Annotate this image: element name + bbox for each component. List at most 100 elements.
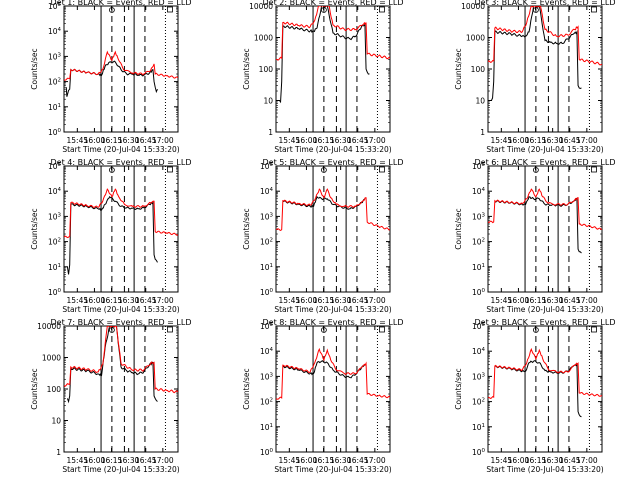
x-tick-label: 16:15: [313, 296, 335, 305]
y-tick-exponent: 2: [58, 78, 62, 84]
y-tick-exponent: 4: [270, 347, 274, 353]
y-tick-exponent: 0: [482, 448, 486, 454]
y-tick-label: 104: [472, 187, 486, 196]
panel-title: Det 5: BLACK = Events, RED = LLD: [263, 158, 404, 167]
flare-marker-circle: [108, 327, 115, 333]
panel-9: Det 9: BLACK = Events, RED = LLD10010110…: [454, 318, 615, 474]
y-tick-exponent: 5: [58, 2, 62, 8]
panel-title: Det 3: BLACK = Events, RED = LLD: [475, 0, 616, 7]
x-tick-label: 16:15: [101, 136, 123, 145]
x-tick-label: 16:00: [296, 296, 318, 305]
x-axis-label: Start Time (20-Jul-04 15:33:20): [62, 145, 179, 154]
y-tick-label: 104: [48, 27, 62, 36]
y-tick-exponent: 3: [58, 52, 62, 58]
x-axis-label: Start Time (20-Jul-04 15:33:20): [62, 465, 179, 474]
y-tick-label: 1: [480, 128, 485, 137]
y-tick-exponent: 5: [270, 322, 274, 328]
y-tick-label: 100: [47, 385, 62, 394]
x-tick-label: 17:00: [576, 136, 598, 145]
x-tick-label: 16:00: [84, 136, 106, 145]
y-tick-label: 103: [48, 212, 62, 221]
x-tick-label: 16:45: [347, 456, 369, 465]
y-tick-label: 10000: [37, 322, 61, 331]
x-tick-label: 17:00: [152, 296, 174, 305]
y-tick-label: 100: [48, 128, 62, 137]
x-tick-label: 16:00: [508, 456, 530, 465]
y-tick-label: 10: [475, 97, 485, 106]
panel-title: Det 6: BLACK = Events, RED = LLD: [475, 158, 616, 167]
y-tick-label: 101: [260, 423, 273, 432]
series-group: [64, 50, 178, 97]
plot-frame: [275, 325, 391, 453]
x-tick-label: 16:15: [101, 456, 123, 465]
panel-title: Det 1: BLACK = Events, RED = LLD: [51, 0, 192, 7]
y-tick-exponent: 4: [482, 347, 486, 353]
flare-marker-circle: [320, 327, 327, 333]
x-axis-label: Start Time (20-Jul-04 15:33:20): [486, 145, 603, 154]
y-tick-exponent: 1: [270, 423, 274, 429]
y-tick-label: 100: [259, 65, 274, 74]
x-tick-label: 16:30: [118, 456, 140, 465]
x-axis-label: Start Time (20-Jul-04 15:33:20): [486, 305, 603, 314]
y-tick-label: 100: [471, 65, 486, 74]
x-tick-label: 16:30: [330, 296, 352, 305]
x-tick-label: 17:00: [364, 456, 386, 465]
y-tick-exponent: 3: [58, 212, 62, 218]
x-tick-label: 16:00: [84, 456, 106, 465]
y-tick-exponent: 1: [58, 103, 62, 109]
y-tick-label: 102: [260, 238, 273, 247]
x-tick-label: 16:15: [313, 456, 335, 465]
saa-marker-box: [379, 326, 385, 333]
lld-series-line: [276, 6, 390, 61]
panel-title: Det 9: BLACK = Events, RED = LLD: [475, 318, 616, 327]
y-tick-exponent: 0: [270, 448, 274, 454]
y-tick-label: 100: [48, 288, 62, 297]
x-tick-label: 17:00: [364, 136, 386, 145]
y-tick-label: 1000: [42, 354, 61, 363]
y-tick-exponent: 3: [482, 372, 486, 378]
saa-marker-box: [379, 6, 385, 13]
y-tick-label: 104: [472, 347, 486, 356]
y-tick-label: 105: [48, 162, 62, 171]
lld-series-line: [276, 347, 390, 400]
y-tick-label: 103: [472, 372, 486, 381]
saa-marker-box: [591, 166, 597, 173]
flare-marker-circle: [108, 7, 115, 13]
x-tick-label: 15:45: [491, 136, 513, 145]
y-tick-label: 1: [56, 448, 61, 457]
panel-2: Det 2: BLACK = Events, RED = LLD 1 10 100 10…: [242, 0, 403, 154]
y-tick-exponent: 5: [58, 162, 62, 168]
x-axis-label: Start Time (20-Jul-04 15:33:20): [274, 145, 391, 154]
y-tick-label: 100: [260, 288, 274, 297]
plot-frame: [275, 165, 391, 293]
panel-title: Det 8: BLACK = Events, RED = LLD: [263, 318, 404, 327]
y-tick-exponent: 1: [270, 263, 274, 269]
x-axis-label: Start Time (20-Jul-04 15:33:20): [62, 305, 179, 314]
y-axis-label: Counts/sec: [30, 208, 39, 249]
lld-series-line: [488, 6, 602, 66]
y-tick-label: 105: [260, 162, 274, 171]
plot-frame: [63, 5, 179, 133]
y-tick-label: 100: [472, 448, 486, 457]
y-tick-label: 102: [48, 238, 61, 247]
x-axis-label: Start Time (20-Jul-04 15:33:20): [486, 465, 603, 474]
y-tick-label: 1000: [466, 34, 485, 43]
x-tick-label: 16:15: [313, 136, 335, 145]
lld-series-line: [488, 188, 602, 231]
y-tick-label: 104: [260, 187, 274, 196]
x-tick-label: 15:45: [279, 456, 301, 465]
y-tick-exponent: 2: [270, 398, 274, 404]
x-tick-label: 16:00: [296, 136, 318, 145]
flare-marker-circle: [108, 167, 115, 173]
y-tick-label: 102: [260, 398, 273, 407]
y-tick-label: 101: [472, 263, 485, 272]
series-group: [488, 347, 602, 418]
y-axis-label: Counts/sec: [454, 48, 463, 89]
y-tick-exponent: 0: [58, 128, 62, 134]
events-series-line: [490, 6, 582, 101]
y-tick-label: 103: [260, 372, 274, 381]
y-tick-exponent: 5: [270, 162, 274, 168]
y-tick-exponent: 2: [58, 238, 62, 244]
y-tick-exponent: 0: [482, 288, 486, 294]
saa-marker-box: [591, 326, 597, 333]
